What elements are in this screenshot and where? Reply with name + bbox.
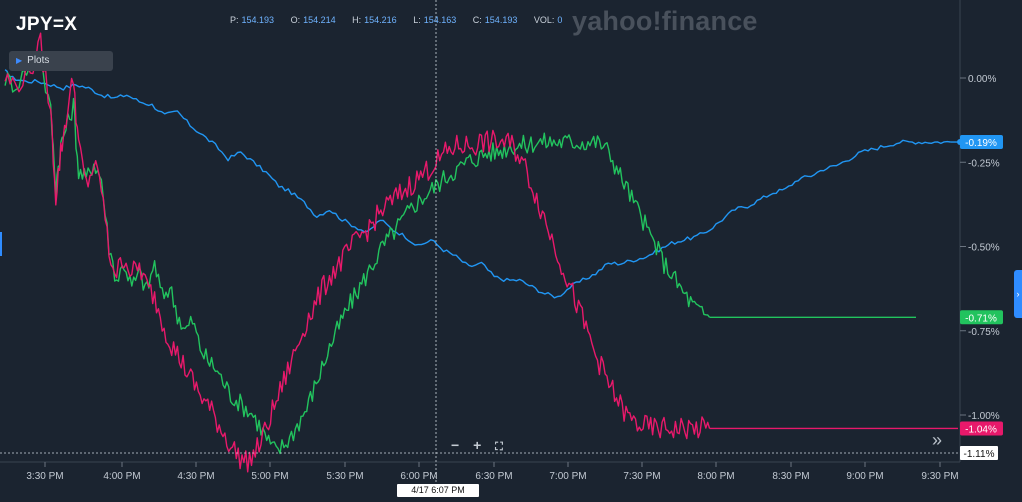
crosshair-value-text: -1.11%: [964, 449, 995, 460]
high-value: 154.216: [364, 15, 397, 25]
y-tick-label: -0.75%: [968, 327, 1000, 338]
crosshair-value-bg: [960, 446, 998, 460]
symbol-title: JPY=X: [16, 14, 78, 35]
quote-readout: P: 154.193 O: 154.214 H: 154.216 L: 154.163 …: [230, 15, 576, 25]
left-edge-handle[interactable]: [0, 232, 2, 256]
price-label: P:: [230, 15, 239, 25]
y-tick-label: -0.25%: [968, 158, 1000, 169]
x-tick-label: 9:00 PM: [846, 471, 883, 482]
last-value-text: -0.19%: [965, 138, 997, 149]
crosshair-time-label: 4/17 6:07 PM: [397, 484, 479, 497]
last-point-dot: [957, 139, 963, 146]
price-value: 154.193: [241, 15, 275, 25]
yahoo-finance-watermark: yahoo!finance: [572, 6, 758, 36]
x-tick-label: 7:00 PM: [549, 471, 586, 482]
volume-label: VOL:: [533, 15, 555, 25]
side-panel-toggle[interactable]: ›: [1014, 270, 1022, 318]
zoom-controls: − + ⛶: [451, 437, 513, 454]
last-value-badge: -0.71%: [960, 310, 1003, 325]
last-value-badge-bg: [960, 310, 1003, 325]
last-value-badge: -0.19%: [960, 135, 1003, 150]
last-value-badge: -1.04%: [960, 421, 1003, 436]
x-tick-label: 5:00 PM: [251, 471, 288, 482]
volume-value: 0: [557, 15, 563, 25]
zoom-out-button[interactable]: −: [451, 437, 460, 453]
x-tick-label: 7:30 PM: [623, 471, 660, 482]
crosshair-value-badge: -1.11%: [960, 446, 998, 460]
last-value-text: -0.71%: [965, 313, 997, 324]
x-tick-label: 3:30 PM: [26, 471, 63, 482]
x-tick-label: 9:30 PM: [921, 471, 958, 482]
low-value: 154.163: [423, 15, 457, 25]
x-tick-label: 8:30 PM: [772, 471, 809, 482]
series-line: [4, 32, 711, 473]
y-tick-label: -0.50%: [968, 243, 1000, 254]
close-label: C:: [472, 15, 482, 25]
x-tick-label: 4:00 PM: [103, 471, 140, 482]
zoom-in-button[interactable]: +: [473, 437, 482, 453]
last-value-badge-bg: [960, 135, 1003, 150]
x-tick-label: 5:30 PM: [326, 471, 363, 482]
last-value-badge-bg: [960, 421, 1003, 436]
last-value-text: -1.04%: [965, 424, 997, 435]
y-tick-label: 0.00%: [968, 74, 996, 85]
high-label: H:: [352, 15, 362, 25]
x-tick-label: 6:30 PM: [475, 471, 512, 482]
open-label: O:: [290, 15, 301, 25]
x-tick-label: 6:00 PM: [400, 471, 437, 482]
x-tick-label: 4:30 PM: [177, 471, 214, 482]
play-triangle-icon: ▶: [16, 56, 23, 65]
low-label: L:: [413, 15, 421, 25]
y-tick-label: -1.00%: [968, 411, 1000, 422]
open-value: 154.214: [303, 15, 336, 25]
series-line: [4, 69, 951, 299]
series-line: [4, 59, 711, 455]
scroll-right-button[interactable]: »: [932, 430, 943, 450]
plots-button[interactable]: ▶ Plots: [9, 51, 113, 71]
plots-label: Plots: [27, 55, 50, 66]
x-tick-label: 8:00 PM: [697, 471, 734, 482]
close-value: 154.193: [484, 15, 518, 25]
fullscreen-icon[interactable]: ⛶: [495, 441, 503, 453]
